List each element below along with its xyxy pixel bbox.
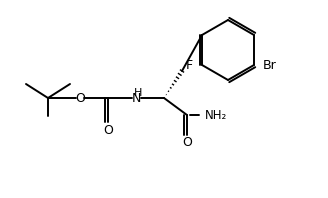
Text: O: O (75, 91, 85, 105)
Text: H: H (134, 88, 142, 98)
Text: F: F (186, 58, 193, 71)
Text: Br: Br (263, 58, 277, 71)
Text: O: O (182, 136, 192, 149)
Text: O: O (103, 124, 113, 136)
Text: N: N (131, 91, 141, 105)
Text: NH₂: NH₂ (205, 109, 227, 122)
